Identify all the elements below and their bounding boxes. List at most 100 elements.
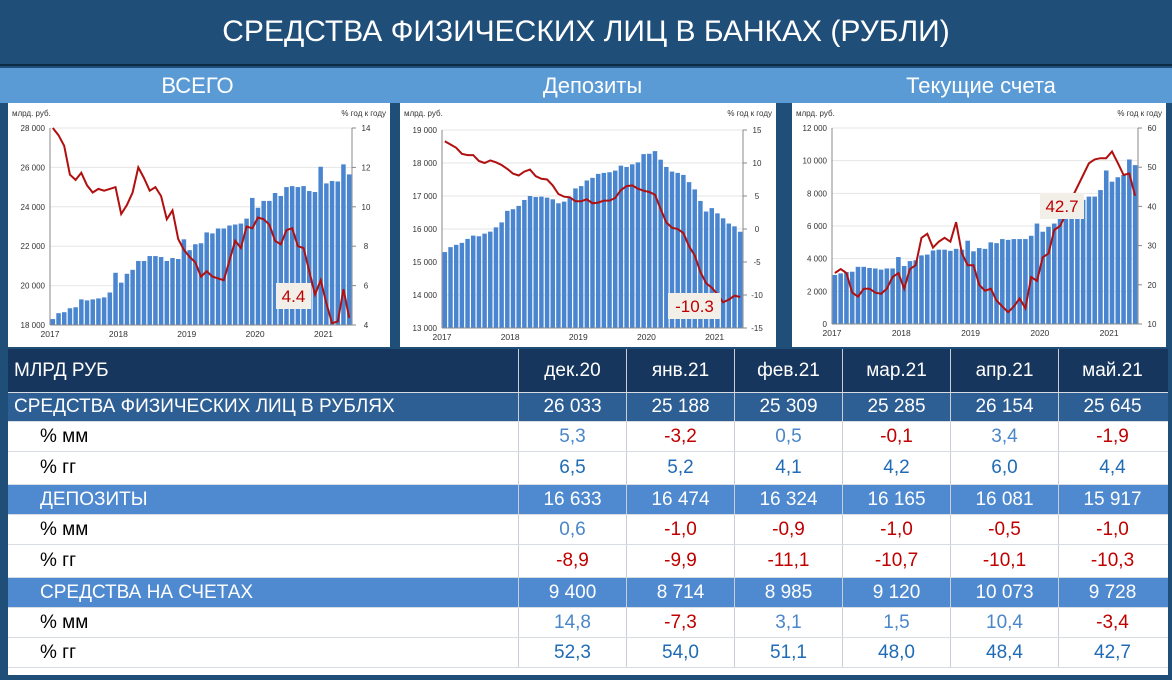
bar (675, 172, 680, 328)
table-cell: 3,4 (950, 422, 1058, 451)
bar (561, 201, 567, 328)
bar (1051, 223, 1057, 324)
table-cell: 26 154 (950, 393, 1058, 421)
y-tick-label: 6 000 (807, 222, 828, 231)
bar (295, 187, 301, 325)
bar (453, 244, 459, 328)
bar (1023, 239, 1028, 324)
y-tick-label: 18 000 (413, 159, 438, 168)
bar (692, 189, 697, 328)
table-cell: 48,4 (950, 638, 1058, 667)
table-cell: 51,1 (734, 638, 842, 667)
y2-tick-label: 0 (755, 225, 760, 234)
bar (884, 268, 890, 324)
y-tick-label: 15 000 (413, 258, 438, 267)
table-cell: 4,4 (1058, 452, 1166, 484)
bar (215, 228, 221, 325)
bar (1000, 239, 1005, 324)
x-tick-label: 2021 (1100, 328, 1119, 338)
bar (924, 254, 930, 324)
bar (96, 298, 101, 325)
bar (459, 242, 465, 328)
bar (284, 187, 289, 325)
table-cell: 26 033 (518, 393, 626, 421)
bar (1034, 223, 1040, 324)
bar (147, 256, 152, 325)
x-tick-label: 2019 (177, 329, 196, 339)
bar (681, 174, 686, 328)
bar (238, 223, 244, 325)
section-bar: ВСЕГО Депозиты Текущие счета (0, 68, 1172, 103)
bar (1075, 202, 1080, 324)
bar (90, 299, 95, 325)
bar (505, 210, 510, 328)
y2-tick-label: 20 (1148, 281, 1157, 290)
bar (1127, 159, 1132, 324)
table-cell: 3,1 (734, 608, 842, 637)
table-row: % мм 14,8 -7,3 3,1 1,5 10,4 -3,4 (8, 608, 1168, 638)
y-tick-label: 28 000 (21, 124, 46, 133)
y-tick-label: 22 000 (21, 242, 46, 251)
bar (948, 250, 953, 324)
bar (73, 307, 78, 325)
bar (244, 218, 249, 325)
bar (482, 233, 487, 328)
bar (539, 196, 544, 328)
bar (567, 197, 573, 328)
bar (913, 260, 919, 324)
bar (56, 313, 61, 325)
bar (107, 292, 113, 325)
bar (590, 177, 595, 328)
table-cell: -3,4 (1058, 608, 1166, 637)
bar (919, 255, 924, 324)
bar (1092, 196, 1097, 324)
bar (499, 222, 504, 328)
bar (849, 271, 855, 324)
bar (844, 272, 849, 324)
y2-tick-label: 6 (364, 282, 369, 291)
bar (318, 166, 323, 325)
table-cell: -11,1 (734, 545, 842, 577)
table-cell: 6,5 (518, 452, 626, 484)
table-cell: дек.20 (518, 349, 626, 392)
table-header: МЛРД РУБ дек.20 янв.21 фев.21 мар.21 апр.21 ма… (8, 349, 1168, 393)
bar (84, 300, 90, 325)
bar (79, 299, 84, 325)
y-tick-label: 2 000 (807, 287, 828, 296)
bar (516, 205, 521, 328)
table-cell: 4,1 (734, 452, 842, 484)
bar (210, 233, 215, 325)
table-cell: -9,9 (626, 545, 734, 577)
bar (476, 236, 482, 328)
bar (652, 151, 658, 328)
y2-tick-label: 50 (1148, 163, 1157, 172)
y2-tick-label: 4 (364, 321, 369, 330)
bar (612, 170, 618, 328)
row-label: % гг (40, 550, 77, 571)
bar (324, 183, 329, 325)
bar (1109, 181, 1115, 324)
table-row: % гг -8,9 -9,9 -11,1 -10,7 -10,1 -10,3 (8, 545, 1168, 578)
y-tick-label: 17 000 (413, 192, 438, 201)
table-cell: фев.21 (734, 349, 842, 392)
table-row: % мм 0,6 -1,0 -0,9 -1,0 -0,5 -1,0 (8, 515, 1168, 545)
bar (1103, 170, 1109, 324)
row-label: % мм (40, 425, 89, 447)
y2-axis-label: % год к году (341, 109, 386, 118)
bar (601, 172, 607, 328)
annotation-box (1040, 193, 1084, 219)
y-tick-label: 0 (823, 320, 828, 329)
bar (193, 244, 198, 325)
bar (715, 213, 720, 328)
bar (1121, 175, 1126, 324)
bar (267, 200, 272, 325)
x-tick-label: 2019 (961, 328, 980, 338)
bar (335, 181, 341, 325)
bar (1086, 196, 1092, 324)
bar (703, 211, 709, 328)
bar (153, 256, 158, 325)
bar (465, 238, 470, 328)
bar (301, 186, 306, 325)
y-tick-label: 26 000 (21, 163, 46, 172)
y-tick-label: 4 000 (807, 255, 828, 264)
